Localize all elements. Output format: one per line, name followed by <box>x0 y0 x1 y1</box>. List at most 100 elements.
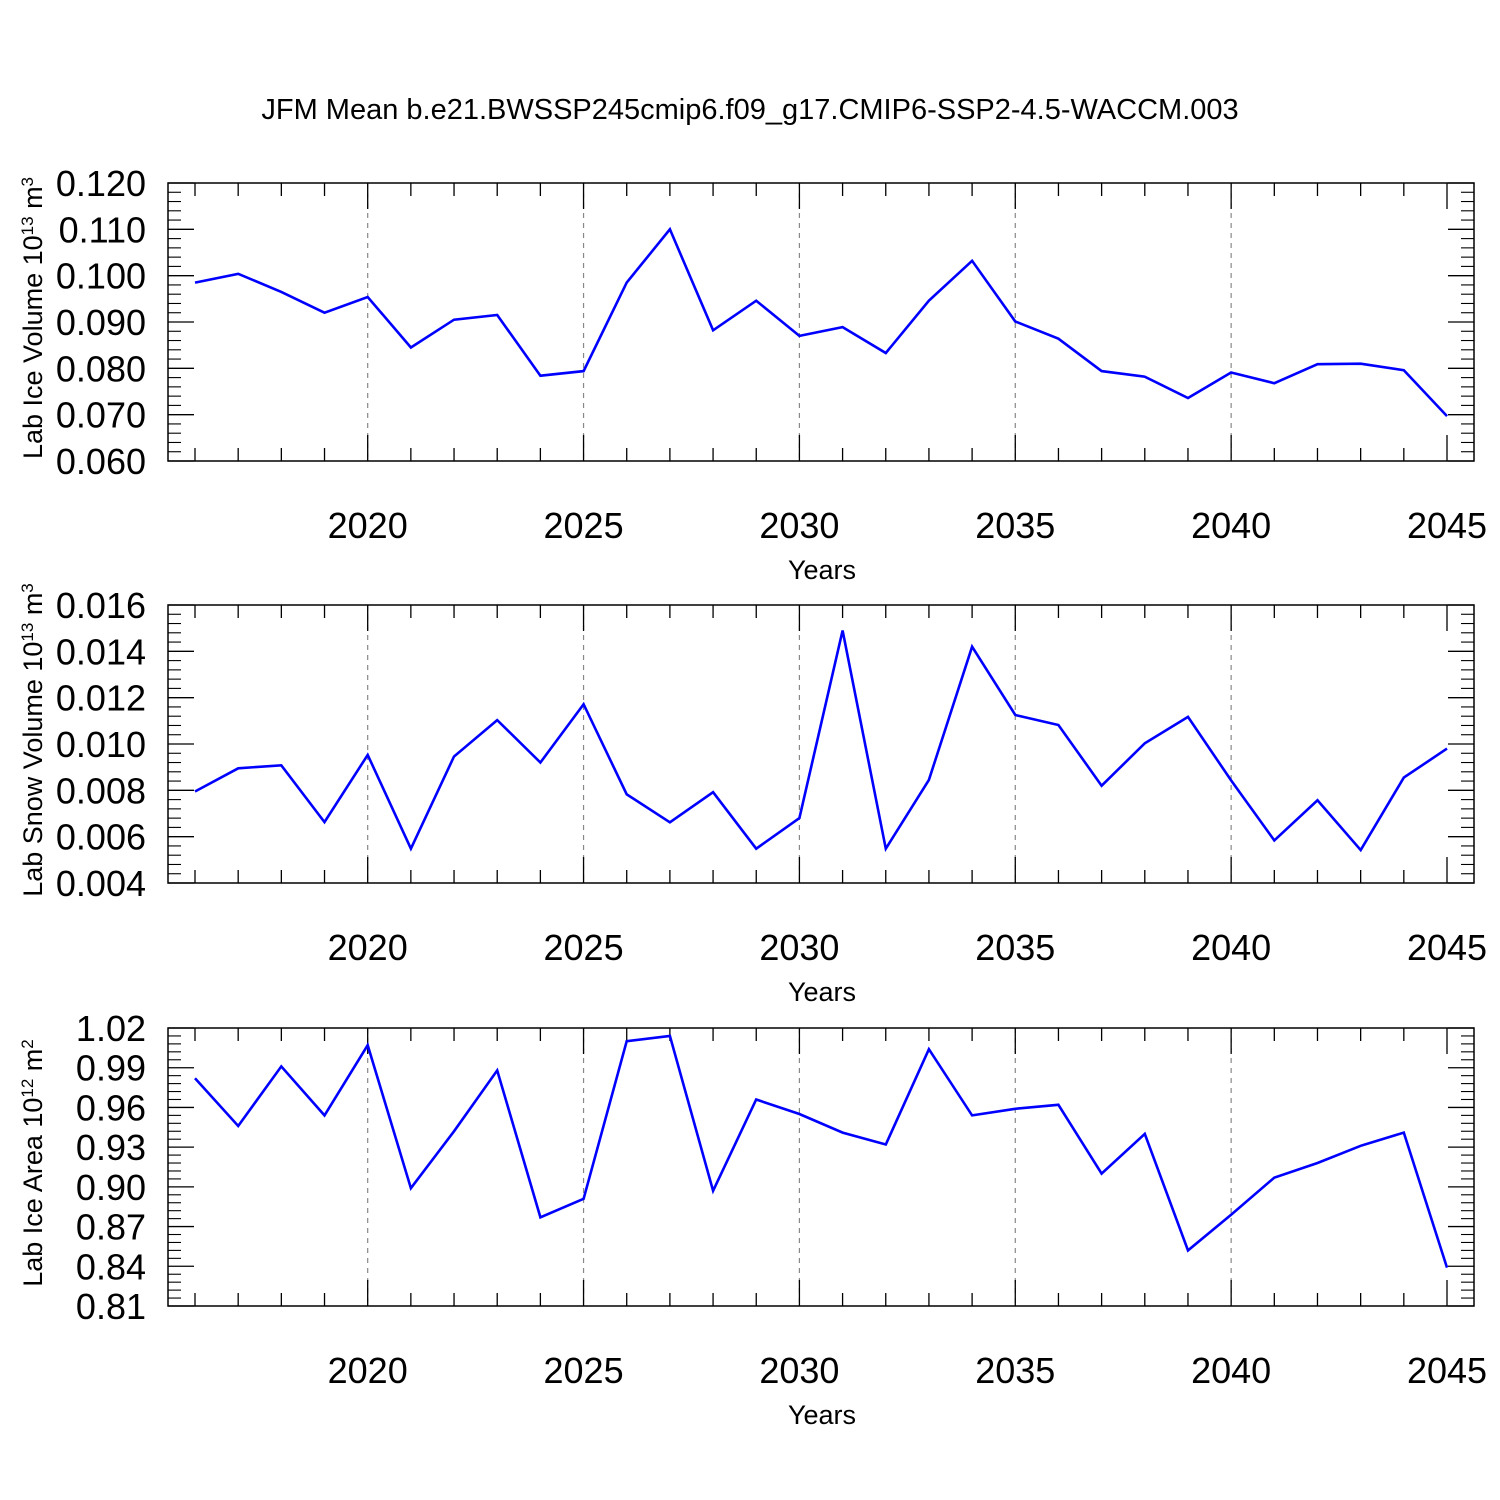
plot-frame <box>167 604 1475 884</box>
data-point <box>323 311 327 315</box>
data-point <box>1272 838 1276 842</box>
data-point <box>970 645 974 649</box>
x-axis-label: Years <box>788 555 856 585</box>
data-point <box>711 328 715 332</box>
y-axis-label-superscript: 2 <box>18 1039 37 1048</box>
data-point <box>711 1189 715 1193</box>
y-axis-label-superscript: 13 <box>18 216 37 235</box>
y-tick-label: 0.080 <box>56 348 146 389</box>
data-point <box>1402 776 1406 780</box>
data-point <box>841 325 845 329</box>
y-axis-label-text: Lab Ice Volume 10 <box>18 235 48 459</box>
x-tick-label: 2035 <box>975 505 1055 546</box>
data-point <box>927 1047 931 1051</box>
data-point <box>1229 371 1233 375</box>
data-point <box>1056 723 1060 727</box>
y-tick-label: 0.090 <box>56 302 146 343</box>
y-axis-label-text: m <box>18 1049 48 1079</box>
data-point <box>236 766 240 770</box>
data-point <box>236 272 240 276</box>
x-tick-label: 2040 <box>1191 1350 1271 1391</box>
y-tick-label: 0.93 <box>76 1127 146 1168</box>
series-line <box>194 1034 1449 1268</box>
y-tick-label: 0.016 <box>56 585 146 626</box>
data-point <box>1013 1107 1017 1111</box>
panels: 0.060 0.070 0.080 0.090 0.100 0.110 0.120 2020 2… <box>18 163 1488 1430</box>
data-point <box>668 1034 672 1038</box>
y-tick-label: 0.014 <box>56 631 146 672</box>
data-point <box>452 1129 456 1133</box>
data-point <box>927 299 931 303</box>
data-point <box>754 1097 758 1101</box>
data-point <box>1056 1103 1060 1107</box>
data-point <box>409 847 413 851</box>
data-point <box>236 1124 240 1128</box>
data-point <box>1100 784 1104 788</box>
y-tick-label: 0.90 <box>76 1167 146 1208</box>
data-point <box>1272 1176 1276 1180</box>
y-axis-label-superscript: 3 <box>18 583 37 592</box>
data-point <box>1143 741 1147 745</box>
x-tick-label: 2030 <box>759 1350 839 1391</box>
x-tick-label: 2045 <box>1407 927 1487 968</box>
x-tick-label: 2020 <box>328 927 408 968</box>
series-line <box>194 630 1448 853</box>
y-tick-label: 0.87 <box>76 1207 146 1248</box>
series-line <box>194 226 1448 417</box>
data-point <box>193 789 197 793</box>
data-point <box>884 847 888 851</box>
data-point <box>797 1112 801 1116</box>
data-point <box>754 847 758 851</box>
data-point <box>495 313 499 317</box>
x-tick-label: 2035 <box>975 1350 1055 1391</box>
data-point <box>884 1142 888 1146</box>
y-tick-label: 0.120 <box>56 163 146 204</box>
data-point <box>582 369 586 373</box>
x-tick-label: 2045 <box>1407 1350 1487 1391</box>
data-point <box>841 628 845 632</box>
y-tick-label: 0.004 <box>56 863 146 904</box>
data-point <box>1359 1144 1363 1148</box>
data-point <box>970 259 974 263</box>
data-point <box>668 820 672 824</box>
data-point <box>279 290 283 294</box>
y-axis-label-superscript: 13 <box>18 623 37 642</box>
data-point <box>668 227 672 231</box>
data-point <box>1013 320 1017 324</box>
x-axis-label: Years <box>788 1400 856 1430</box>
data-point <box>1315 1161 1319 1165</box>
data-point <box>193 1076 197 1080</box>
y-tick-label: 0.060 <box>56 441 146 482</box>
data-point <box>1186 396 1190 400</box>
y-axis-label: Lab Ice Volume 1013 m3 <box>18 177 49 459</box>
data-point <box>1186 715 1190 719</box>
data-point <box>884 351 888 355</box>
data-point <box>1445 1266 1449 1270</box>
data-point <box>625 792 629 796</box>
data-point <box>754 299 758 303</box>
data-point <box>1402 368 1406 372</box>
data-point <box>1445 414 1449 418</box>
panel-3: 0.810.840.870.900.930.960.991.02 2020 2025… <box>18 1008 1488 1430</box>
data-point <box>495 718 499 722</box>
y-tick-label: 0.070 <box>56 395 146 436</box>
data-point <box>970 1113 974 1117</box>
y-axis-label: Lab Ice Area 1012 m2 <box>18 1039 49 1287</box>
data-point <box>323 1113 327 1117</box>
y-axis-label-superscript: 3 <box>18 177 37 186</box>
data-point <box>1315 362 1319 366</box>
data-point <box>1272 381 1276 385</box>
x-tick-label: 2035 <box>975 927 1055 968</box>
y-tick-label: 0.81 <box>76 1286 146 1327</box>
y-tick-label: 0.84 <box>76 1246 146 1287</box>
data-point <box>323 820 327 824</box>
x-tick-label: 2040 <box>1191 927 1271 968</box>
data-point <box>452 755 456 759</box>
data-point <box>279 763 283 767</box>
data-point <box>193 281 197 285</box>
data-point <box>1359 362 1363 366</box>
data-point <box>409 1186 413 1190</box>
y-tick-label: 0.96 <box>76 1087 146 1128</box>
y-axis-label: Lab Snow Volume 1013 m3 <box>18 583 49 897</box>
